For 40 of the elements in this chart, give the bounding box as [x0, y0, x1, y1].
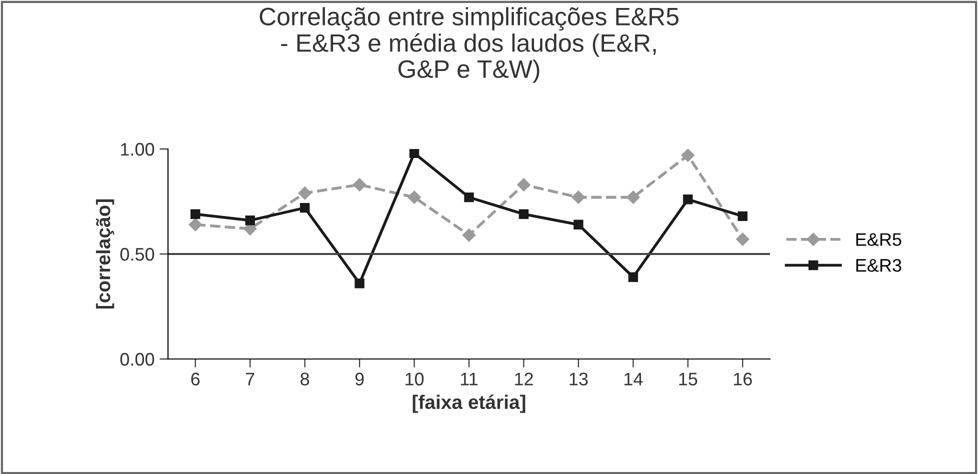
point [518, 209, 529, 219]
point [574, 220, 584, 230]
point [409, 149, 420, 158]
point [245, 216, 255, 226]
legend-label: E&R3 [856, 258, 902, 272]
point [626, 190, 640, 204]
x-tick-label: 8 [300, 372, 310, 386]
point [190, 209, 200, 219]
point [188, 218, 202, 232]
y-tick-label: 0.50 [120, 248, 154, 261]
y-tick-label: 0.00 [120, 352, 154, 366]
legend-label: E&R5 [856, 233, 902, 246]
x-tick-label: 13 [570, 372, 588, 386]
x-tick-label: 14 [624, 372, 643, 386]
point [736, 232, 750, 246]
x-tick-label: 16 [734, 372, 752, 386]
point [354, 278, 364, 288]
x-tick-label: 15 [679, 372, 698, 386]
x-axis-title: [faixa etária] [412, 394, 526, 413]
point [298, 186, 312, 200]
point [572, 190, 586, 204]
point [462, 228, 476, 242]
point [464, 192, 474, 202]
point [628, 272, 638, 282]
chart-title: Correlação entre simplificações E&R5 - E&R3 e média dos laudos (E&R, G&P e T&W) [260, 7, 678, 83]
x-tick-label: 11 [461, 372, 478, 386]
point [738, 211, 748, 222]
point [683, 194, 693, 204]
y-tick-label: 1.00 [121, 142, 154, 156]
x-tick-label: 6 [191, 372, 200, 386]
point [517, 178, 530, 192]
x-tick-label: 10 [406, 372, 424, 386]
point [300, 202, 310, 213]
x-tick-label: 9 [355, 372, 364, 386]
point [681, 149, 694, 162]
x-tick-label: 12 [515, 372, 533, 386]
point [352, 178, 366, 192]
y-axis-title: [correlação] [96, 199, 114, 309]
x-tick-label: 7 [246, 372, 254, 386]
point [408, 190, 421, 204]
